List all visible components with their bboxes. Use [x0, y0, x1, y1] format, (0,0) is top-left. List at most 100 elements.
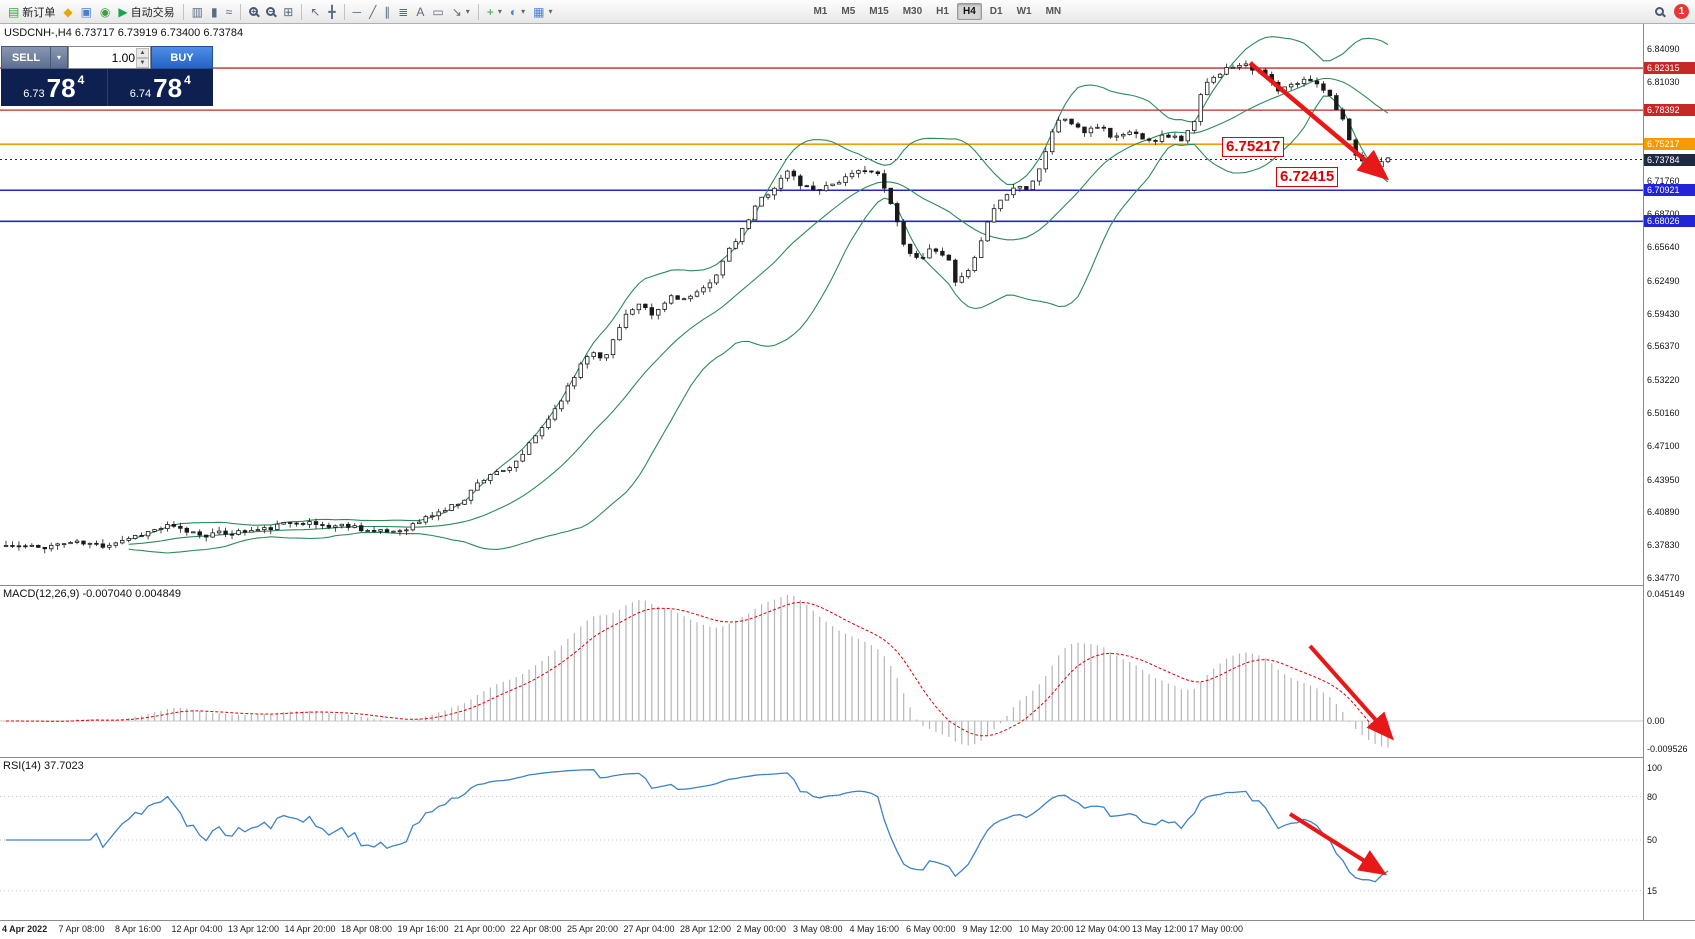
zoom-in-button[interactable]: +: [245, 2, 262, 22]
trade-panel-prices: 6.73 78 4 6.74 78 4: [1, 69, 213, 106]
macd-down-arrow[interactable]: [1308, 644, 1394, 741]
price-axis-label: 6.53220: [1647, 375, 1680, 386]
trend-down-arrow[interactable]: [1248, 61, 1390, 181]
rsi-axis-label: 50: [1647, 835, 1658, 845]
toolbar-separator: [240, 3, 242, 20]
toolbar-button-groups: ▤ 新订单 ◆ ▣ ◉ ▶ 自动交易 ▥ ▮ ≈ + − ⊞ ↖ ╋ ─ ╱ ∥ ≣ A ▭ ↘ ▾ + ▾ ◐ ▾ ▦ ▾: [4, 2, 556, 22]
price-level-label: 6.75217: [1644, 138, 1695, 151]
sell-button[interactable]: SELL: [1, 46, 51, 69]
time-axis-label: 19 Apr 16:00: [397, 924, 449, 934]
price-axis-label: 6.43950: [1647, 474, 1680, 485]
bollinger-upper-band[interactable]: [128, 36, 1389, 541]
new-order-button[interactable]: ▤ 新订单: [4, 2, 59, 22]
price-axis[interactable]: 6.84090 6.81030 6.71760 6.68700 6.65640 6.624…: [1644, 24, 1695, 920]
candles-chart-type-button[interactable]: ▮: [207, 2, 222, 22]
sell-price[interactable]: 6.73 78 4: [1, 69, 107, 106]
refresh-icon: ◉: [99, 4, 111, 19]
magnifier-sign: +: [251, 7, 257, 16]
volume-decrease-button[interactable]: ▼: [136, 58, 149, 68]
rsi-axis-label: 100: [1647, 762, 1663, 773]
timeframe-d1-button[interactable]: D1: [989, 6, 1003, 17]
rsi-down-arrow[interactable]: [1288, 812, 1388, 876]
line-chart-type-icon: ≈: [225, 4, 233, 19]
price-axis-label: 6.68700: [1647, 209, 1680, 220]
pane-dividers: [0, 24, 1695, 921]
bollinger-lower-band[interactable]: [128, 95, 1389, 554]
rsi-axis-label: 80: [1647, 791, 1658, 802]
crosshair-tool-icon: ╋: [328, 4, 336, 19]
period-dropdown[interactable]: ◐ ▾: [506, 2, 529, 22]
volume-spinner: ▲ ▼: [136, 48, 149, 68]
tile-windows-button[interactable]: ⊞: [279, 2, 297, 22]
indicators-icon: +: [486, 4, 494, 19]
notification-badge[interactable]: 1: [1674, 4, 1689, 19]
timeframe-h4-button[interactable]: H4: [956, 3, 982, 20]
macd-axis-label: -0.009526: [1647, 744, 1688, 754]
annotation-arrows[interactable]: [1248, 61, 1394, 876]
horizontal-line-tool-button[interactable]: ─: [349, 2, 366, 22]
timeframe-m1-button[interactable]: M1: [813, 6, 828, 17]
timeframe-m15-button[interactable]: M15: [869, 6, 889, 17]
toolbar-separator: [182, 3, 184, 20]
price-axis-label: 6.65640: [1647, 241, 1680, 252]
toolbar-separator: [301, 3, 303, 20]
new-order-icon: ▤: [8, 4, 20, 19]
text-tool-button[interactable]: A: [412, 2, 428, 22]
macd-histogram: [11, 595, 1389, 748]
price-axis-label: 6.56370: [1647, 341, 1680, 352]
toolbar-separator: [477, 3, 479, 20]
trendline-tool-icon: ╱: [369, 4, 377, 19]
price-axis-label: 6.47100: [1647, 440, 1680, 451]
arrows-tool-dropdown[interactable]: ↘ ▾: [448, 2, 474, 22]
zoom-out-button[interactable]: −: [262, 2, 279, 22]
volume-increase-button[interactable]: ▲: [136, 48, 149, 58]
volume-input[interactable]: [69, 47, 150, 68]
time-axis-label: 25 Apr 20:00: [567, 924, 619, 934]
timeframe-mn-button[interactable]: MN: [1045, 6, 1062, 17]
timeframe-h1-button[interactable]: H1: [936, 6, 949, 17]
search-button[interactable]: [1651, 2, 1668, 22]
price-level-label: 6.68026: [1644, 215, 1695, 228]
algo-trading-button[interactable]: ▶ 自动交易: [114, 2, 178, 22]
price-annotation-upper[interactable]: 6.75217: [1222, 137, 1285, 157]
time-axis[interactable]: 4 Apr 2022 7 Apr 08:00 8 Apr 16:00 12 Apr 0…: [0, 921, 1643, 939]
toolbar-separator: [343, 3, 345, 20]
timeframe-w1-button[interactable]: W1: [1016, 6, 1032, 17]
text-tool-icon: A: [416, 4, 425, 19]
bars-chart-type-button[interactable]: ▥: [188, 2, 207, 22]
algo-trading-button-label: 自动交易: [130, 6, 175, 19]
horizontal-lines[interactable]: [0, 67, 1643, 223]
buy-price[interactable]: 6.74 78 4: [106, 69, 214, 106]
buy-button[interactable]: BUY: [151, 46, 213, 69]
sell-price-point: 4: [77, 73, 85, 87]
refresh-button[interactable]: ◉: [96, 2, 114, 22]
time-axis-label: 12 Apr 04:00: [171, 924, 223, 934]
fibonacci-tool-button[interactable]: ≣: [394, 2, 412, 22]
new-order-button-label: 新订单: [22, 6, 56, 19]
chart-canvas[interactable]: [0, 24, 1695, 939]
chart-title: USDCNH-,H4 6.73717 6.73919 6.73400 6.737…: [4, 27, 244, 39]
channel-tool-button[interactable]: ∥: [380, 2, 394, 22]
layout-button[interactable]: ◆: [59, 2, 76, 22]
trade-options-dropdown[interactable]: ▾: [51, 46, 68, 69]
channel-tool-icon: ∥: [384, 4, 391, 19]
toolbar-right: 1: [1651, 2, 1691, 22]
indicators-dropdown[interactable]: + ▾: [483, 2, 506, 22]
sell-price-base: 6.73: [23, 88, 45, 100]
macd-axis-label: 0.00: [1647, 716, 1665, 726]
trendline-tool-button[interactable]: ╱: [365, 2, 380, 22]
price-annotation-lower[interactable]: 6.72415: [1276, 167, 1339, 187]
buy-price-point: 4: [184, 73, 191, 87]
timeframe-m30-button[interactable]: M30: [902, 6, 923, 17]
label-tool-button[interactable]: ▭: [428, 2, 447, 22]
trade-panel-controls: SELL ▾ ▲ ▼ BUY: [1, 46, 213, 69]
timeframe-m5-button[interactable]: M5: [841, 6, 856, 17]
cursor-tool-button[interactable]: ↖: [306, 2, 324, 22]
template-dropdown[interactable]: ▦ ▾: [529, 2, 556, 22]
line-chart-type-button[interactable]: ≈: [222, 2, 237, 22]
bollinger-middle-band[interactable]: [128, 77, 1389, 545]
zoom-out-icon: −: [266, 7, 276, 16]
crosshair-tool-button[interactable]: ╋: [324, 2, 339, 22]
time-axis-label: 13 Apr 12:00: [228, 924, 280, 934]
charts-button[interactable]: ▣: [77, 2, 96, 22]
